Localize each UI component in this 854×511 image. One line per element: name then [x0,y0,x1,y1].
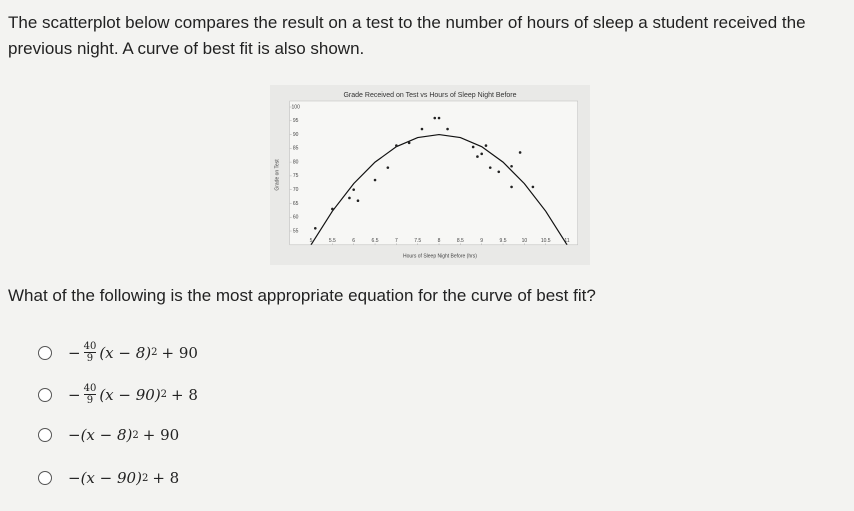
expression: (x − 90) [80,469,142,487]
data-point [314,226,317,230]
x-axis-label: Hours of Sleep Night Before (hrs) [403,253,477,259]
numerator: 40 [83,383,97,395]
data-point [484,144,488,147]
denominator: 9 [86,353,94,364]
data-point [497,170,501,174]
radio-button[interactable] [38,471,52,485]
expression: (x − 8) [80,426,133,444]
y-tick-label: 55 [293,228,299,234]
x-tick-label: 8.5 [457,238,464,244]
radio-button[interactable] [38,387,52,402]
data-point [480,152,483,156]
y-tick-label: 75 [293,173,299,179]
data-point [488,166,492,169]
data-point [407,141,411,145]
expression: (x − 8) [99,343,152,362]
question-intro: The scatterplot below compares the resul… [8,13,806,58]
data-point [437,116,441,120]
data-point [373,178,377,182]
y-tick-label: 80 [293,159,299,165]
y-tick-label: 100 [292,104,301,110]
y-tick-label: 60 [293,215,299,221]
question-prompt: What of the following is the most approp… [8,286,596,305]
x-tick-label: 5.5 [329,238,336,244]
y-tick-label: 85 [293,146,299,152]
x-tick-label: 7.5 [414,238,421,244]
x-tick-label: 10 [522,238,528,244]
fraction: 40 9 [83,383,97,406]
data-point [531,185,535,189]
sign: − [68,385,81,404]
expression: (x − 90) [99,385,161,404]
data-point [476,155,479,158]
best-fit-curve [310,133,568,245]
radio-button[interactable] [38,345,52,360]
sign: − [68,426,81,444]
answer-option: −40 9 (x − 8) 2 + 90 [38,341,198,364]
constant: + 90 [161,343,198,362]
y-tick-label: 70 [293,187,299,193]
x-tick-label: 5 [310,238,313,244]
answer-option: − (x − 90) 2 + 8 [38,469,179,487]
data-point [356,199,360,203]
x-tick-label: 9 [480,238,483,244]
data-point [446,127,449,131]
data-point [348,196,351,200]
denominator: 9 [86,395,94,406]
constant: + 90 [142,426,180,444]
data-point [471,145,475,149]
radio-button[interactable] [38,428,52,442]
plot-area [289,100,578,246]
exponent: 2 [160,389,168,400]
data-point [386,166,390,169]
y-tick-label: 65 [293,201,299,207]
chart: Grade Received on Test vs Hours of Sleep… [270,85,590,265]
fraction: 40 9 [83,341,97,364]
answer-option: −40 9 (x − 90) 2 + 8 [38,383,198,406]
constant: + 8 [171,385,198,404]
data-point [395,144,398,147]
exponent: 2 [151,347,158,358]
y-tick-label: 90 [293,132,299,138]
x-tick-label: 7 [395,238,398,244]
exponent: 2 [141,472,149,484]
x-tick-label: 6.5 [372,238,379,244]
sign: − [68,343,81,362]
data-point [518,151,522,154]
data-point [433,116,437,120]
x-tick-label: 6 [352,238,355,244]
numerator: 40 [83,341,97,353]
x-tick-label: 10.5 [541,238,551,244]
exponent: 2 [132,429,139,441]
y-tick-label: 95 [293,118,299,124]
sign: − [68,469,81,487]
x-tick-label: 8 [438,238,441,244]
x-tick-label: 9.5 [500,238,507,244]
chart-title: Grade Received on Test vs Hours of Sleep… [343,92,516,99]
constant: + 8 [152,469,180,487]
answer-option: − (x − 8) 2 + 90 [38,426,179,444]
data-point [352,188,355,191]
data-point [510,185,513,189]
data-point [331,207,334,211]
x-tick-label: 11 [564,238,569,244]
data-point [420,127,424,131]
data-point [510,164,513,168]
y-axis-label: Grade on Test [274,159,280,191]
